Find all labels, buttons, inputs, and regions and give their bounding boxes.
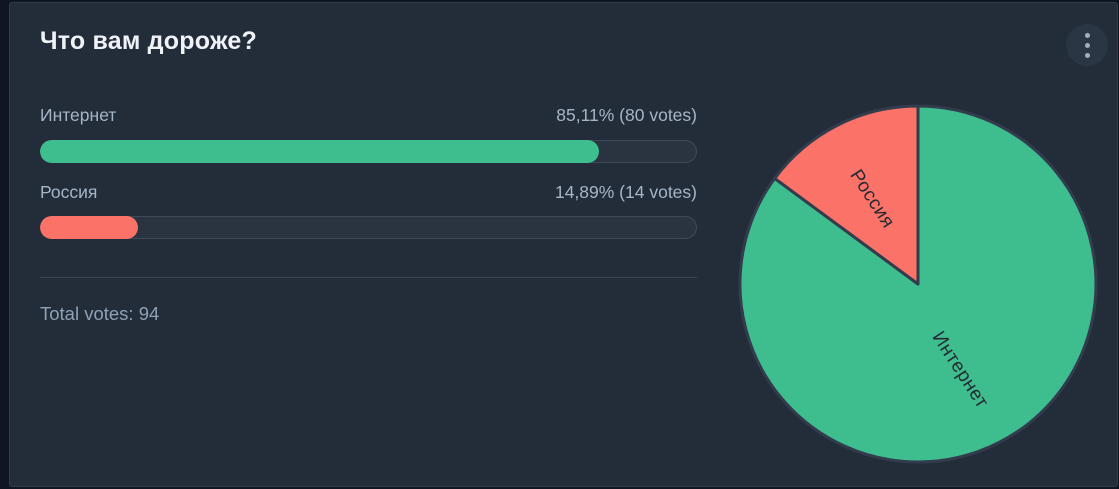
divider — [40, 277, 697, 278]
poll-bar-fill-internet — [40, 140, 600, 163]
poll-option-result: 14,89% (14 votes) — [554, 182, 697, 202]
poll-title: Что вам дороже? — [40, 27, 258, 55]
poll-option-result: 85,11% (80 votes) — [556, 105, 697, 125]
total-votes: Total votes: 94 — [40, 303, 160, 324]
pie-slice-internet — [738, 104, 1098, 464]
poll-option-row: Интернет 85,11% (80 votes) — [40, 105, 697, 126]
poll-menu-button[interactable] — [1066, 24, 1108, 66]
poll-bar-track — [40, 216, 697, 239]
poll-bar-track — [40, 140, 697, 163]
poll-option-label: Россия — [40, 182, 98, 202]
kebab-menu-icon — [1084, 32, 1090, 58]
pie-chart: Россия Интернет — [728, 94, 1108, 474]
poll-option-row: Россия 14,89% (14 votes) — [40, 182, 697, 203]
pie-slice-russia — [773, 104, 920, 286]
pie-chart-svg: Россия Интернет — [738, 104, 1098, 464]
poll-option-label: Интернет — [40, 105, 117, 125]
poll-bar-fill-russia — [40, 216, 138, 239]
